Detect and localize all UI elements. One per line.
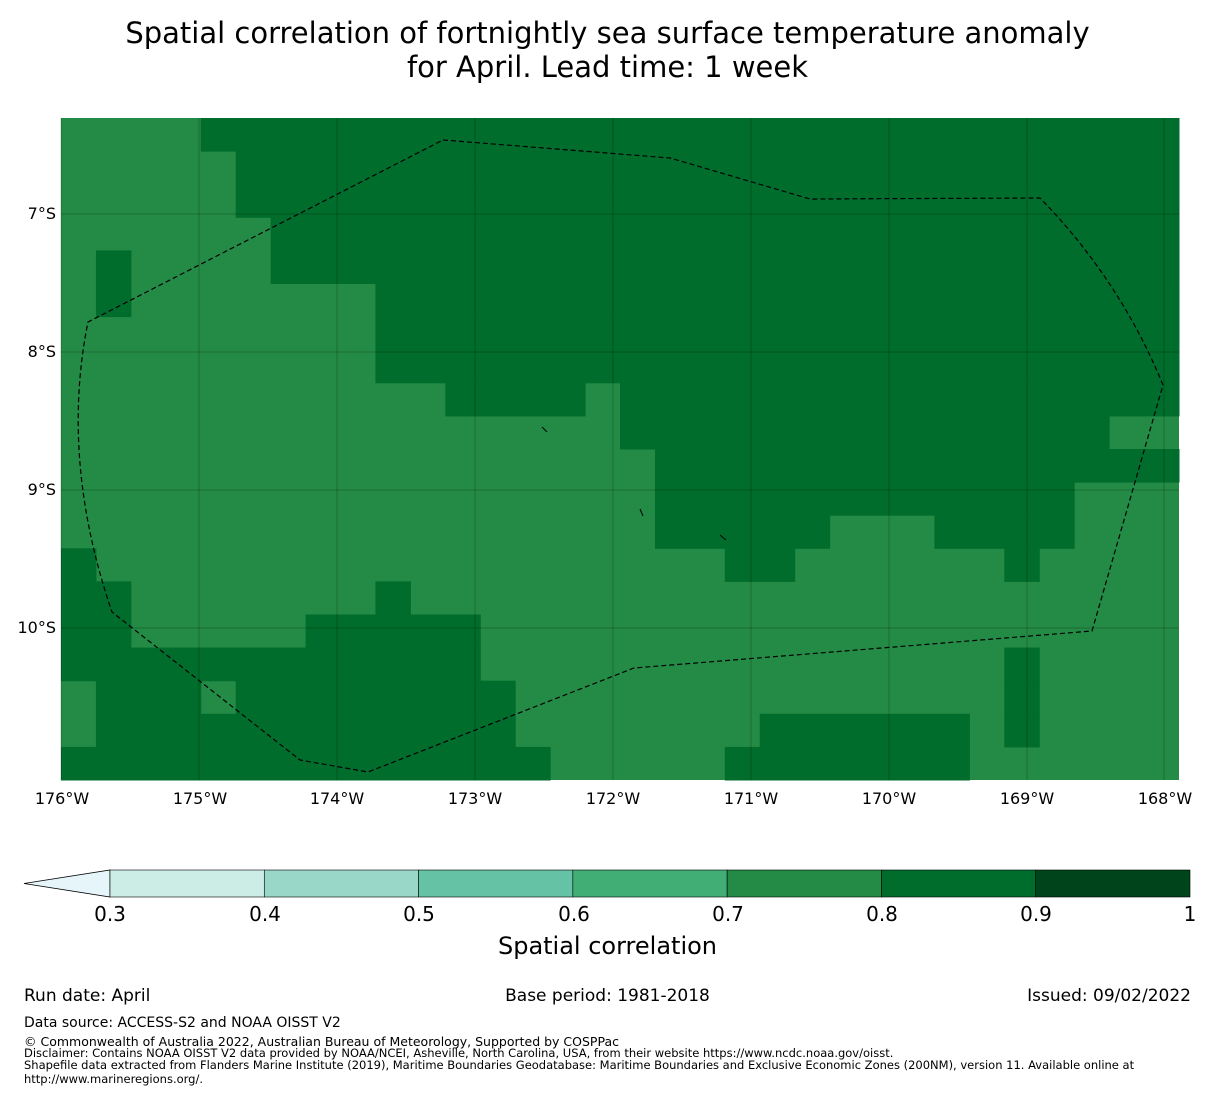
map-cell-high-correlation <box>759 713 970 748</box>
colorbar-label: Spatial correlation <box>497 932 718 960</box>
disclaimer: Disclaimer: Contains NOAA OISST V2 data … <box>24 1046 894 1060</box>
map-cell-high-correlation <box>654 482 1075 516</box>
colorbar-segment <box>263 869 419 898</box>
map-cell-high-correlation <box>620 382 1180 417</box>
map-cell-high-correlation <box>95 250 132 284</box>
map-cell-high-correlation <box>61 614 132 649</box>
map-cell-high-correlation <box>95 283 132 318</box>
lon-label-172w: 172°W <box>585 789 641 808</box>
colorbar-tick: 0.3 <box>94 902 126 926</box>
run-date: Run date: April <box>24 986 151 1006</box>
map-cell-high-correlation <box>95 647 237 682</box>
chart-title-line2: for April. Lead time: 1 week <box>406 50 809 84</box>
lat-label-8s: 8°S <box>27 342 56 361</box>
map-cell-high-correlation <box>724 746 970 781</box>
lon-label-171w: 171°W <box>723 789 779 808</box>
map-cell-high-correlation <box>235 680 516 715</box>
data-source: Data source: ACCESS-S2 and NOAA OISST V2 <box>24 1015 341 1031</box>
map-cell-high-correlation <box>235 151 1180 185</box>
map-cell-high-correlation <box>305 614 481 649</box>
lat-label-7s: 7°S <box>27 204 56 223</box>
lon-label-168w: 168°W <box>1137 789 1193 808</box>
shapefile-credit: Shapefile data extracted from Flanders M… <box>24 1058 1135 1086</box>
map-cell-high-correlation <box>95 713 516 748</box>
lon-label-175w: 175°W <box>172 789 228 808</box>
map-cell-high-correlation <box>270 217 1180 251</box>
island-mark <box>719 534 727 541</box>
map-cell-high-correlation <box>375 349 1180 384</box>
colorbar <box>23 869 1191 898</box>
map-cell-high-correlation <box>1004 680 1040 715</box>
colorbar-segment <box>418 869 574 898</box>
lon-label-170w: 170°W <box>861 789 917 808</box>
map-cell-high-correlation <box>1004 548 1040 582</box>
eez-boundary <box>77 139 1164 773</box>
colorbar-segment <box>572 869 728 898</box>
chart-title-line1: Spatial correlation of fortnightly sea s… <box>125 16 1090 50</box>
map-cell-high-correlation <box>235 184 1180 218</box>
map-cell-high-correlation <box>375 316 1180 351</box>
map-cell-high-correlation <box>61 548 97 582</box>
map-cell-high-correlation <box>235 647 481 682</box>
map-cell-high-correlation <box>1004 647 1040 682</box>
colorbar-tick: 1 <box>1183 902 1197 926</box>
map-cell-high-correlation <box>654 515 831 549</box>
lat-label-9s: 9°S <box>27 480 56 499</box>
colorbar-extend-triangle <box>23 869 111 898</box>
map-cells <box>61 118 1180 781</box>
map-cell-high-correlation <box>934 515 1075 549</box>
lon-label-173w: 173°W <box>447 789 503 808</box>
map-cell-high-correlation <box>95 680 202 715</box>
map-cell-high-correlation <box>375 581 411 615</box>
colorbar-segments <box>23 869 1191 898</box>
correlation-map <box>60 118 1180 781</box>
map-cell-high-correlation <box>724 548 796 582</box>
colorbar-segment <box>1035 869 1191 898</box>
colorbar-tick: 0.8 <box>866 902 898 926</box>
map-cell-high-correlation <box>61 746 551 781</box>
lon-label-174w: 174°W <box>309 789 365 808</box>
lon-label-169w: 169°W <box>999 789 1055 808</box>
lat-label-10s: 10°S <box>17 618 56 637</box>
map-cell-high-correlation <box>1004 713 1040 748</box>
island-mark <box>541 426 548 433</box>
map-cell-high-correlation <box>375 283 1180 318</box>
colorbar-tick: 0.4 <box>249 902 281 926</box>
map-cell-high-correlation <box>200 118 1180 152</box>
map-cell-high-correlation <box>270 250 1180 284</box>
colorbar-segment <box>726 869 882 898</box>
map-cell-high-correlation <box>620 415 1110 450</box>
colorbar-segment <box>109 869 265 898</box>
colorbar-tick: 0.5 <box>403 902 435 926</box>
map-cell-high-correlation <box>61 581 132 615</box>
colorbar-tick: 0.7 <box>712 902 744 926</box>
base-period: Base period: 1981-2018 <box>505 986 710 1006</box>
colorbar-tick: 0.9 <box>1020 902 1052 926</box>
lon-label-176w: 176°W <box>34 789 90 808</box>
map-cell-high-correlation <box>654 449 1180 483</box>
map-cell-high-correlation <box>445 382 586 417</box>
colorbar-segment <box>881 869 1037 898</box>
colorbar-tick: 0.6 <box>558 902 590 926</box>
island-mark <box>639 508 644 517</box>
copyright: © Commonwealth of Australia 2022, Austra… <box>24 1034 619 1049</box>
map-cell-high-correlation <box>61 647 97 682</box>
map-gridlines <box>60 118 1179 780</box>
issued-date: Issued: 09/02/2022 <box>1027 986 1191 1006</box>
